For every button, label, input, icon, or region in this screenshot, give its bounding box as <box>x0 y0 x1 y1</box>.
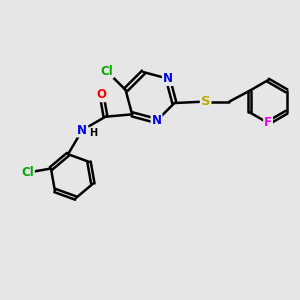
Text: O: O <box>97 88 106 101</box>
Text: H: H <box>89 128 97 138</box>
Text: Cl: Cl <box>21 166 34 179</box>
Text: N: N <box>152 114 161 128</box>
Text: N: N <box>77 124 87 136</box>
Text: Cl: Cl <box>100 64 113 77</box>
Text: F: F <box>264 116 272 130</box>
Text: S: S <box>201 95 210 108</box>
Text: N: N <box>163 72 173 85</box>
